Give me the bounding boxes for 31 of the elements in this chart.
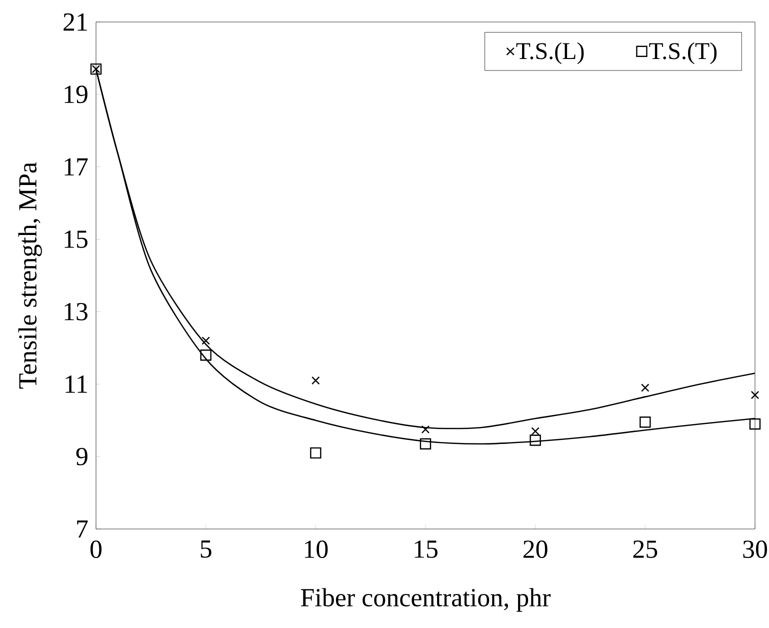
point bbox=[202, 336, 210, 345]
point bbox=[530, 434, 541, 446]
point bbox=[421, 425, 430, 434]
y-tick-label: 19 bbox=[64, 86, 88, 104]
y-tick-label: 13 bbox=[64, 302, 88, 320]
x-tick-label: 10 bbox=[304, 540, 328, 558]
x-tick-label: 15 bbox=[414, 540, 438, 558]
legend-label: T.S.(L) bbox=[516, 42, 584, 64]
point bbox=[312, 376, 320, 385]
x-axis-title: Fiber concentration, phr bbox=[300, 588, 551, 612]
point bbox=[200, 350, 212, 361]
point bbox=[749, 418, 761, 430]
point bbox=[640, 416, 651, 428]
y-tick-label: 11 bbox=[66, 376, 87, 393]
x-tick-label: 30 bbox=[743, 540, 768, 558]
point bbox=[641, 384, 650, 392]
y-tick-label: 21 bbox=[64, 13, 87, 31]
point bbox=[420, 438, 432, 450]
x-tick-label: 20 bbox=[523, 540, 548, 558]
x-tick-label: 0 bbox=[90, 540, 102, 558]
x-tick-label: 25 bbox=[633, 540, 658, 558]
legend-label: T.S.(T) bbox=[649, 42, 717, 64]
point bbox=[750, 390, 760, 400]
x-tick-label: 5 bbox=[200, 540, 212, 558]
y-tick-label: 9 bbox=[76, 448, 88, 466]
y-tick-label: 15 bbox=[64, 230, 88, 248]
y-tick-label: 17 bbox=[64, 158, 88, 176]
point bbox=[310, 447, 322, 459]
point bbox=[531, 427, 540, 436]
y-axis-title: Tensile strength, MPa bbox=[18, 162, 42, 389]
y-tick-label: 7 bbox=[77, 520, 88, 538]
